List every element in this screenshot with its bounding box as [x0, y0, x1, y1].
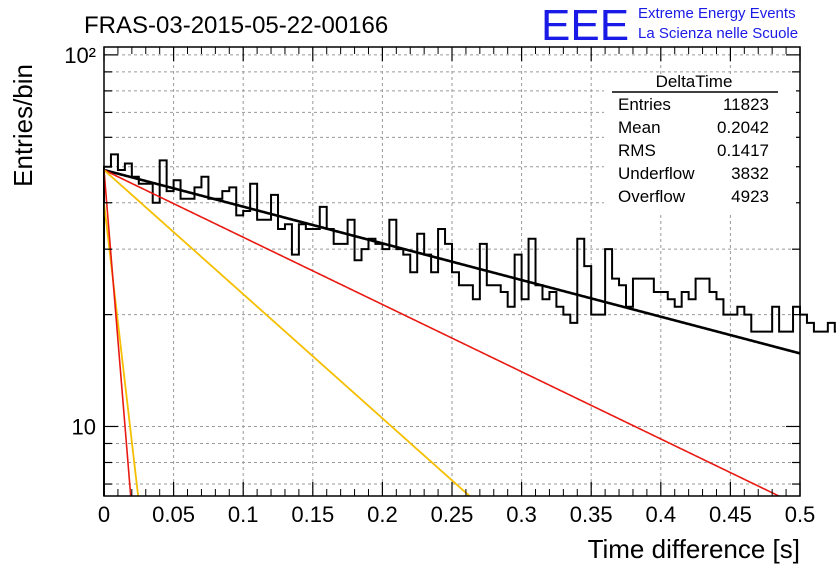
x-tick-label: 0.45 [709, 502, 752, 527]
chart-title: FRAS-03-2015-05-22-00166 [84, 12, 388, 39]
fit-curve-2 [104, 169, 781, 496]
x-tick-label: 0.35 [570, 502, 613, 527]
stats-value: 0.2042 [717, 118, 769, 137]
x-tick-label: 0.15 [291, 502, 334, 527]
y-tick-label: 10² [64, 43, 96, 68]
fit-curve-4 [104, 202, 140, 496]
x-axis-label: Time difference [s] [588, 534, 800, 564]
x-tick-label: 0.25 [431, 502, 474, 527]
x-tick-label: 0.05 [152, 502, 195, 527]
plot-frame [103, 46, 801, 497]
x-tick-label: 0.1 [228, 502, 259, 527]
stats-box-background [604, 76, 796, 212]
stats-rows: Entries 11823 Mean 0.2042 RMS 0.1417 Underflow… [618, 95, 769, 206]
stats-value: 3832 [731, 164, 769, 183]
x-tick-label: 0.4 [646, 502, 677, 527]
fit-curve-3 [104, 169, 471, 496]
stats-label: Entries [618, 95, 671, 114]
stats-label: Mean [618, 118, 661, 137]
x-tick-label: 0 [98, 502, 110, 527]
logo-eee-text: EEE [541, 1, 629, 50]
eee-logo: EEE Extreme Energy Events La Scienza nel… [541, 1, 798, 50]
histogram-outline [103, 153, 836, 496]
stats-box: DeltaTime Entries 11823 Mean 0.2042 RMS 0.141… [604, 72, 796, 212]
stats-label: RMS [618, 141, 656, 160]
stats-value: 4923 [731, 187, 769, 206]
axes: 0 0.05 0.1 0.15 0.2 0.25 0.3 0.35 0.4 0.45 0.5 10 10… [64, 43, 815, 527]
logo-line2: La Scienza nelle Scuole [638, 25, 798, 42]
fit-curve-5 [104, 169, 132, 496]
stats-value: 11823 [723, 95, 769, 114]
stats-value: 0.1417 [717, 141, 769, 160]
x-tick-label: 0.3 [506, 502, 537, 527]
histogram-layer [103, 153, 836, 496]
x-tick-label: 0.2 [367, 502, 398, 527]
stats-name: DeltaTime [656, 72, 733, 91]
x-tick-label: 0.5 [785, 502, 816, 527]
y-axis-label: Entries/bin [8, 64, 38, 187]
stats-label: Underflow [618, 164, 695, 183]
logo-line1: Extreme Energy Events [638, 5, 796, 22]
fit-curves [104, 168, 800, 496]
y-tick-label: 10 [72, 414, 96, 439]
fit-curve-1 [104, 168, 800, 355]
stats-label: Overflow [618, 187, 686, 206]
